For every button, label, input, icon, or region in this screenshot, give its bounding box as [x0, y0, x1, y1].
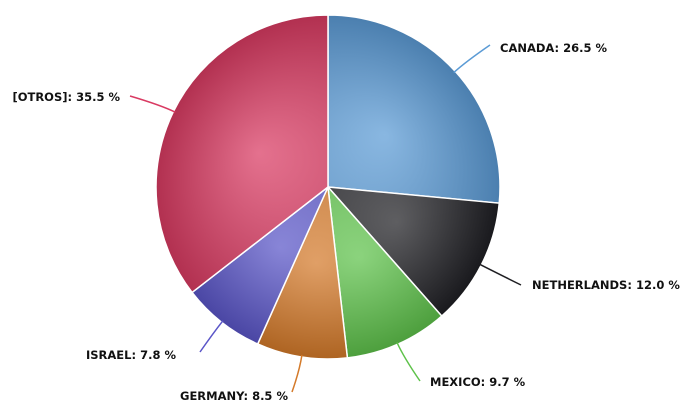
leader-line [453, 44, 491, 74]
slice-label: [OTROS]: 35.5 % [12, 90, 120, 104]
leader-line [129, 95, 176, 113]
slice-labels: CANADA: 26.5 % NETHERLANDS: 12.0 % MEXICO:… [12, 41, 680, 403]
leader-line [396, 342, 421, 382]
pie-slice-canada[interactable] [327, 14, 501, 205]
slice-label: ISRAEL: 7.8 % [86, 348, 176, 362]
pie-slices [155, 14, 501, 360]
slice-label: GERMANY: 8.5 % [180, 389, 288, 403]
slice-label: CANADA: 26.5 % [500, 41, 608, 55]
slice-label: MEXICO: 9.7 % [430, 375, 526, 389]
slice-label: NETHERLANDS: 12.0 % [532, 278, 680, 292]
leader-line [199, 320, 224, 353]
leader-line [479, 263, 522, 286]
leader-line [291, 354, 303, 393]
leader-lines [129, 44, 522, 393]
